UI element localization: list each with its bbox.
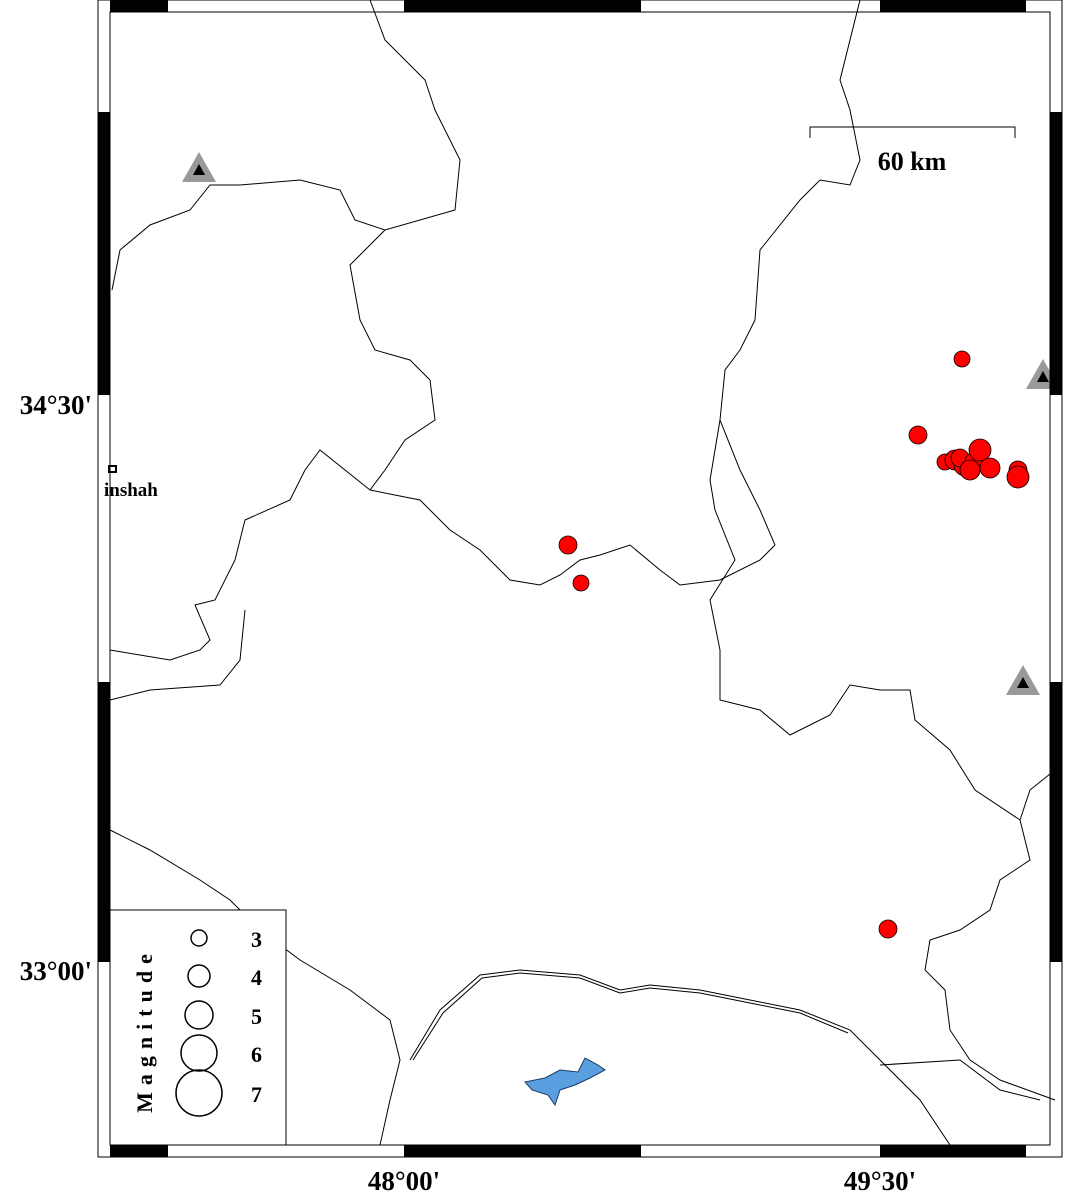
event — [572, 574, 590, 592]
event — [558, 535, 578, 555]
frame — [97, 0, 1063, 1158]
lat-label: 33°00' — [20, 956, 92, 986]
legend-label: 4 — [251, 965, 262, 990]
station-core — [1037, 371, 1049, 382]
legend-symbol — [180, 1034, 218, 1072]
legend-label: 6 — [251, 1042, 262, 1067]
legend-symbol — [184, 1000, 214, 1030]
event — [1006, 465, 1030, 489]
event — [979, 457, 1001, 479]
scale-line — [809, 126, 1016, 138]
legend-box — [109, 909, 287, 1146]
legend-symbol — [190, 929, 208, 947]
legend-label: 7 — [251, 1082, 262, 1107]
event — [959, 459, 981, 481]
lake — [524, 1057, 606, 1107]
boundary — [109, 449, 371, 661]
station-core — [1017, 677, 1029, 688]
boundary — [349, 229, 436, 491]
events — [558, 350, 1030, 939]
boundary — [111, 0, 461, 291]
boundary — [409, 969, 951, 1146]
place-label: inshah — [104, 480, 158, 501]
boundary — [369, 0, 861, 586]
boundaries — [109, 0, 1056, 1146]
legend-label: 5 — [251, 1004, 262, 1029]
legend: Magnitude 3 4 5 6 7 — [109, 909, 287, 1146]
station-core — [193, 164, 205, 175]
axis-labels: 34°30' 33°00' 48°00' 49°30' — [20, 390, 916, 1195]
event — [953, 350, 971, 368]
lat-label: 34°30' — [20, 390, 92, 420]
lon-label: 49°30' — [844, 1166, 916, 1195]
event — [968, 438, 992, 462]
boundary — [412, 972, 849, 1061]
legend-symbol — [175, 1069, 223, 1117]
boundary — [109, 609, 246, 701]
boundary — [924, 819, 1056, 1101]
boundary — [109, 829, 401, 1146]
lon-label: 48°00' — [368, 1166, 440, 1195]
legend-title: Magnitude — [132, 947, 157, 1113]
event — [908, 425, 928, 445]
scale-bar: 60 km — [809, 126, 1016, 176]
legend-label: 3 — [251, 927, 262, 952]
event — [878, 919, 898, 939]
boundary — [879, 1059, 1041, 1101]
boundary — [709, 419, 1056, 821]
city-marker — [108, 465, 117, 473]
scale-label: 60 km — [878, 147, 947, 176]
legend-symbol — [187, 964, 211, 988]
